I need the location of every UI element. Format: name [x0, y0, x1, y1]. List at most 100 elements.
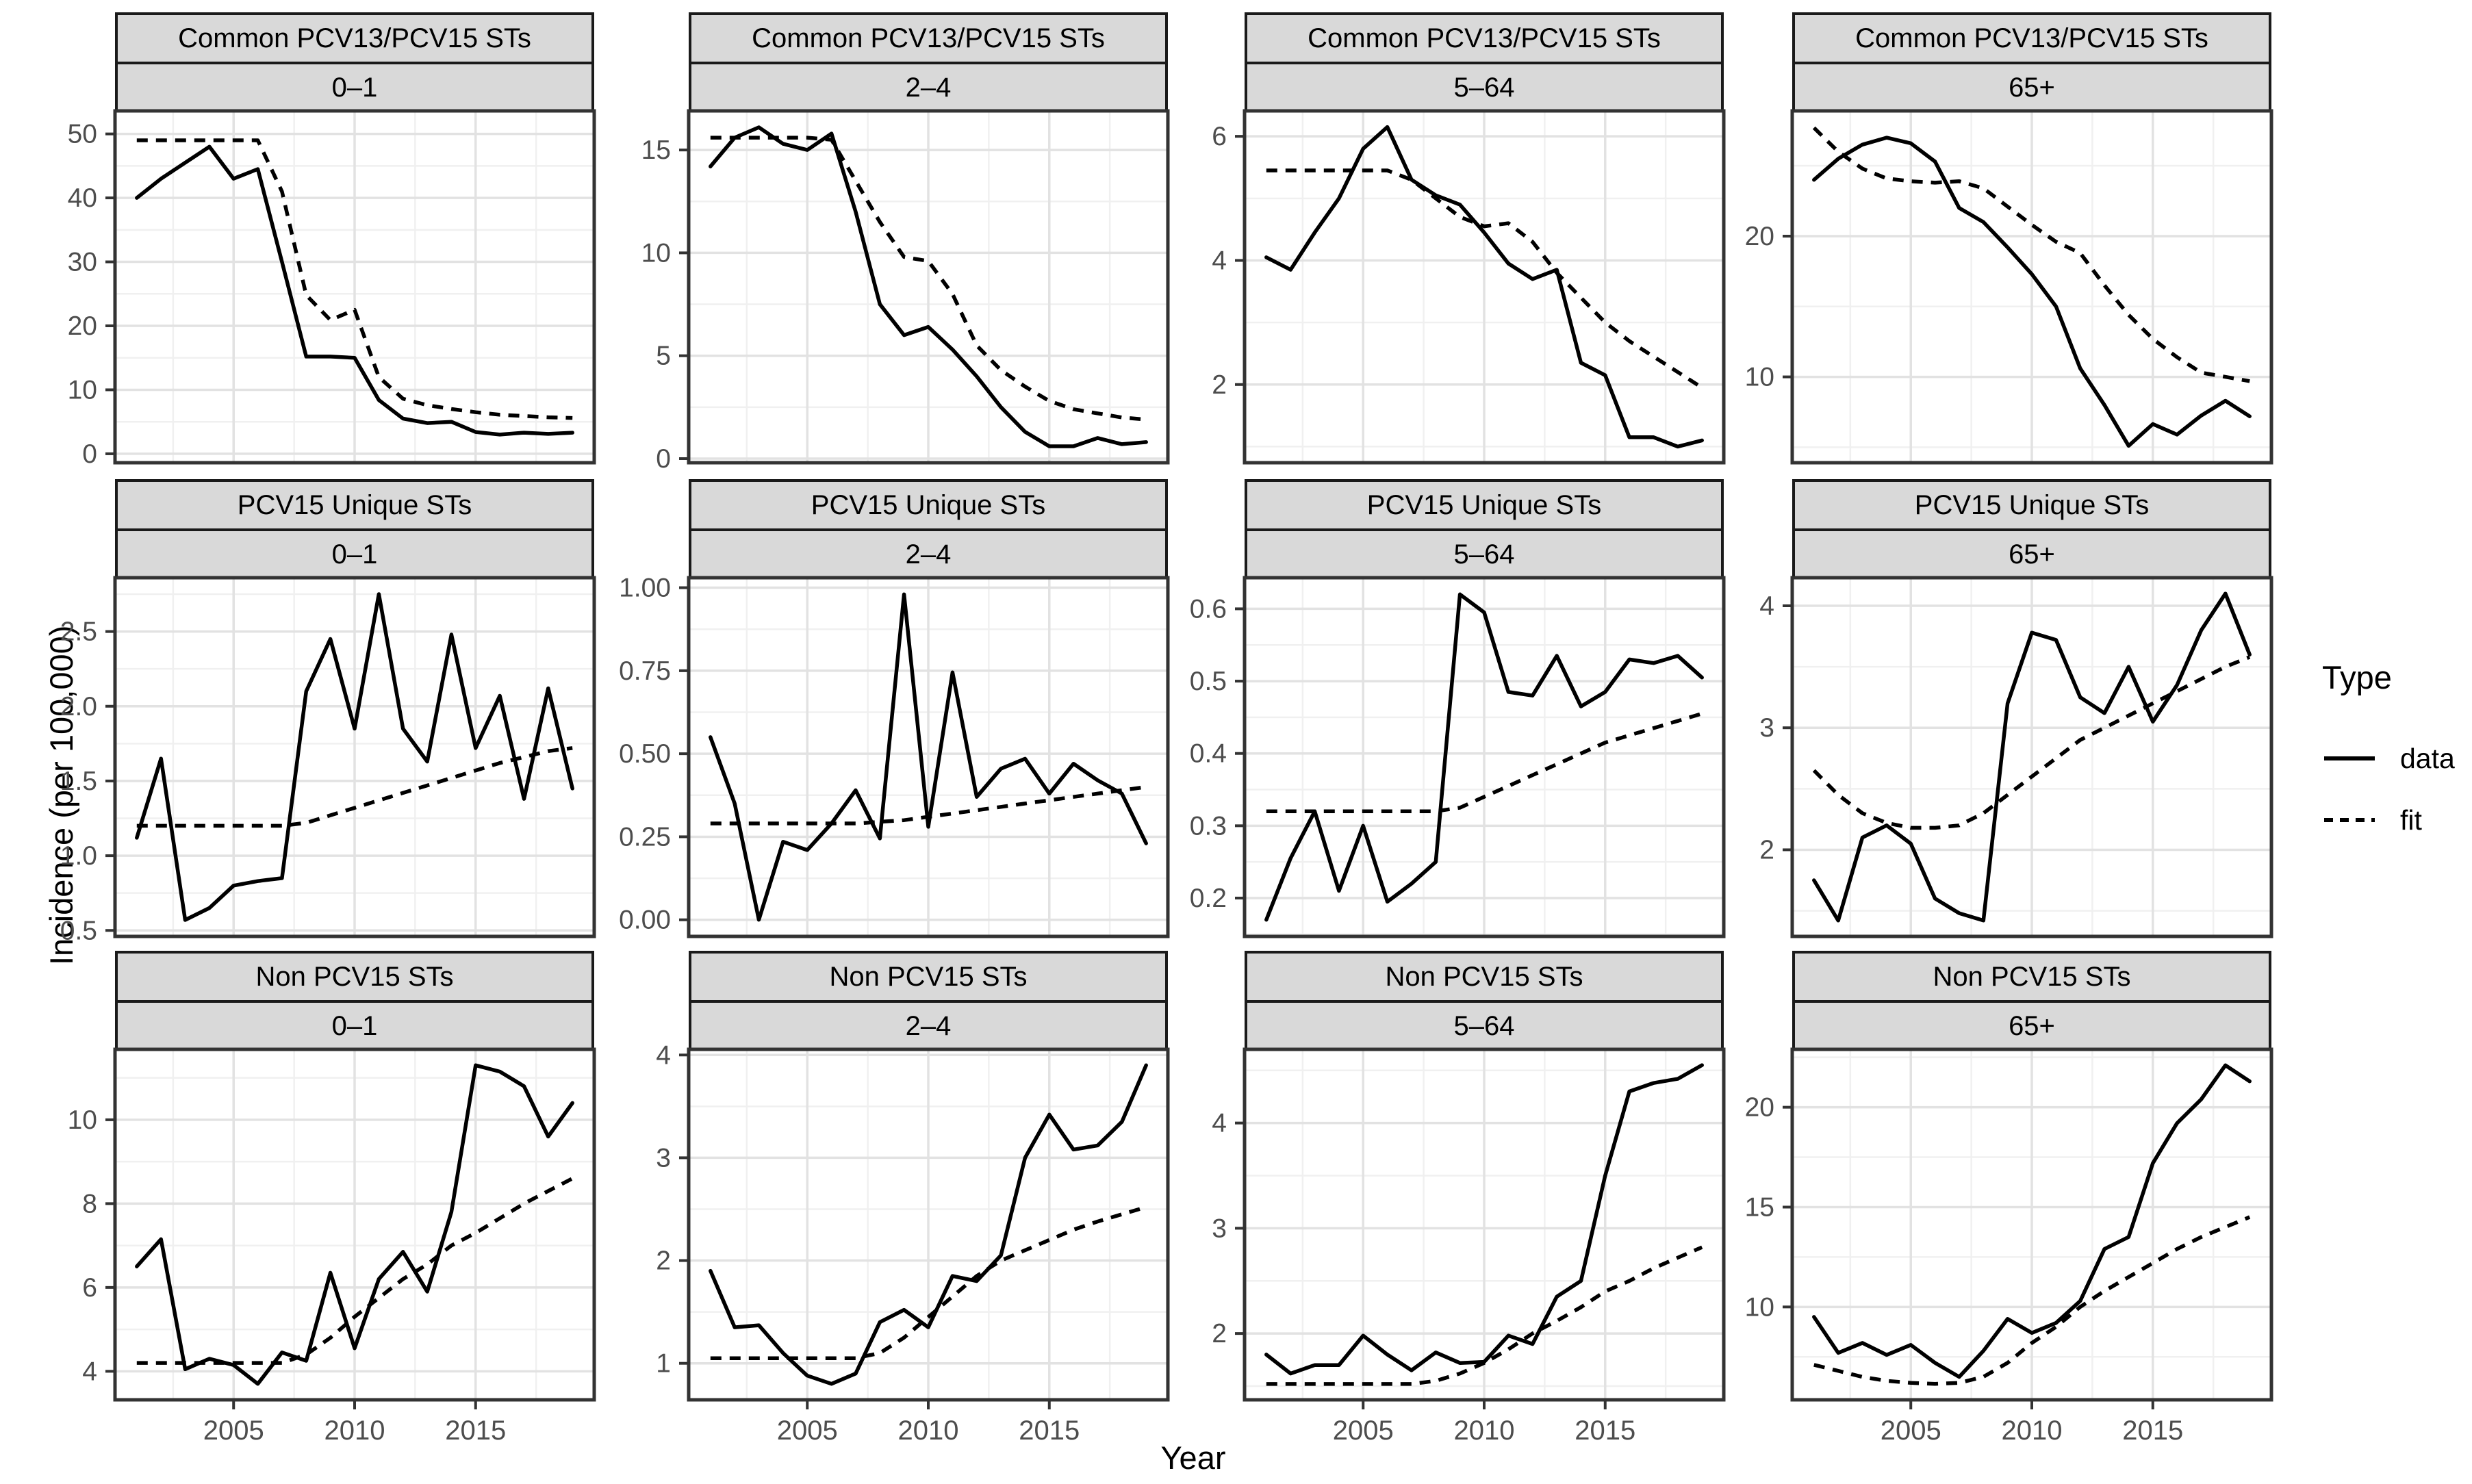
panel-plot-Non-PCV15-STs-5-64: 2 3 4 2005 2010 2015	[1212, 1047, 1726, 1446]
y-tick-label: 1	[656, 1349, 671, 1379]
y-tick-label: 6	[82, 1273, 97, 1303]
y-tick-label: 10	[68, 1105, 97, 1135]
gridlines	[689, 111, 1168, 463]
gridlines	[689, 1049, 1168, 1400]
y-axis-ticks: 2 3 4	[1212, 1109, 1245, 1348]
x-tick-label: 2005	[777, 1416, 838, 1446]
gridlines	[689, 578, 1168, 936]
y-tick-label: 0.2	[1190, 884, 1227, 913]
fit-line	[136, 746, 573, 828]
y-tick-label: 2	[656, 1246, 671, 1276]
y-tick-label: 0.6	[1190, 594, 1227, 624]
y-tick-label: 3	[1759, 713, 1774, 743]
y-tick-label: 0.5	[1190, 667, 1227, 696]
y-tick-label: 10	[641, 238, 671, 268]
y-axis-ticks: 0.00 0.25 0.50 0.75 1.00	[619, 574, 689, 935]
x-tick-label: 2015	[445, 1416, 506, 1446]
y-tick-label: 15	[641, 136, 671, 165]
legend-item-data: data	[2322, 728, 2472, 789]
x-tick-label: 2015	[2122, 1416, 2183, 1446]
panel-border	[687, 109, 1170, 465]
facet-strip-row: PCV15 Unique STs	[115, 479, 594, 531]
y-tick-label: 1.5	[60, 767, 97, 796]
panel-border	[1790, 576, 2273, 938]
fit-line	[710, 1205, 1147, 1360]
legend-item-fit: fit	[2322, 789, 2472, 851]
facet-strip-row: Non PCV15 STs	[115, 951, 594, 1003]
legend: Type data fit	[2322, 658, 2472, 851]
facet-strip-row: PCV15 Unique STs	[1245, 479, 1724, 531]
gridlines	[1245, 578, 1724, 936]
fit-line	[1266, 168, 1703, 389]
legend-item-label: data	[2400, 742, 2455, 774]
panel-plot-Common-PCV13-PCV15-STs-2-4: 0 5 10 15	[641, 109, 1170, 474]
y-tick-label: 2.5	[60, 617, 97, 647]
y-tick-label: 0.5	[60, 916, 97, 945]
y-tick-label: 5	[656, 342, 671, 371]
y-axis-ticks: 1 2 3 4	[656, 1040, 689, 1379]
y-tick-label: 0.50	[619, 739, 671, 769]
y-axis-ticks: 0 5 10 15	[641, 136, 689, 474]
y-tick-label: 0	[656, 444, 671, 474]
panel-plot-PCV15-Unique-STs-0-1: 0.5 1.0 1.5 2.0 2.5	[60, 576, 596, 945]
y-tick-label: 20	[1745, 222, 1774, 251]
facet-strip-row: Non PCV15 STs	[689, 951, 1168, 1003]
x-tick-label: 2005	[1333, 1416, 1394, 1446]
gridlines	[1245, 111, 1724, 463]
facet-strip-row: PCV15 Unique STs	[1792, 479, 2271, 531]
data-line	[1812, 1063, 2252, 1379]
x-tick-label: 2015	[1575, 1416, 1635, 1446]
facet-strip-row: PCV15 Unique STs	[689, 479, 1168, 531]
x-tick-label: 2005	[203, 1416, 264, 1446]
y-tick-label: 40	[68, 183, 97, 213]
panel-plot-Common-PCV13-PCV15-STs-65-: 10 20	[1745, 109, 2273, 465]
data-line	[709, 592, 1148, 922]
y-axis-ticks: 0 10 20 30 40 50	[68, 120, 115, 469]
legend-title: Type	[2322, 659, 2392, 695]
y-axis-ticks: 10 15 20	[1745, 1093, 1792, 1322]
data-line	[135, 592, 574, 922]
panel-plot-Common-PCV13-PCV15-STs-5-64: 2 4 6	[1212, 109, 1726, 465]
y-tick-label: 4	[656, 1040, 671, 1070]
y-tick-label: 0	[82, 439, 97, 469]
y-tick-label: 0.75	[619, 656, 671, 686]
gridlines	[115, 1049, 594, 1400]
y-tick-label: 2	[1759, 835, 1774, 865]
y-tick-label: 2	[1212, 370, 1227, 400]
y-tick-label: 10	[68, 375, 97, 405]
facet-strip-row: Common PCV13/PCV15 STs	[689, 12, 1168, 64]
y-tick-label: 50	[68, 120, 97, 149]
y-tick-label: 20	[1745, 1093, 1774, 1123]
fit-line	[1813, 1215, 2251, 1386]
y-tick-label: 4	[1212, 1109, 1227, 1138]
facet-strip-col: 65+	[1792, 528, 2271, 580]
data-line	[709, 125, 1148, 448]
x-axis-ticks: 2005 2010 2015	[777, 1400, 1080, 1446]
facet-strip-row: Common PCV13/PCV15 STs	[115, 12, 594, 64]
panel-border	[687, 576, 1170, 938]
panel-border	[1790, 109, 2273, 465]
data-line	[1264, 592, 1704, 922]
gridlines	[1245, 1049, 1724, 1400]
data-line	[1812, 136, 2252, 448]
fit-line	[136, 138, 573, 420]
panel-plot-Non-PCV15-STs-0-1: 4 6 8 10 2005 2010 2015	[68, 1047, 596, 1446]
y-tick-label: 4	[1212, 246, 1227, 275]
data-line	[135, 1063, 574, 1386]
panel-plot-Non-PCV15-STs-65-: 10 15 20 2005 2010 2015	[1745, 1047, 2273, 1446]
y-tick-label: 0.3	[1190, 811, 1227, 841]
y-tick-label: 2	[1212, 1319, 1227, 1348]
legend-key-dashed-line	[2324, 818, 2375, 822]
y-axis-ticks: 2 3 4	[1759, 591, 1792, 865]
y-axis-ticks: 2 4 6	[1212, 122, 1245, 400]
x-axis-ticks: 2005 2010 2015	[1881, 1400, 2183, 1446]
x-tick-label: 2015	[1019, 1416, 1080, 1446]
y-tick-label: 3	[1212, 1214, 1227, 1243]
y-axis-ticks: 4 6 8 10	[68, 1105, 115, 1386]
y-tick-label: 0.4	[1190, 739, 1227, 769]
facet-strip-col: 5–64	[1245, 62, 1724, 114]
y-tick-label: 1.0	[60, 841, 97, 871]
panel-plot-Common-PCV13-PCV15-STs-0-1: 0 10 20 30 40 50	[68, 109, 596, 469]
x-tick-label: 2010	[898, 1416, 959, 1446]
